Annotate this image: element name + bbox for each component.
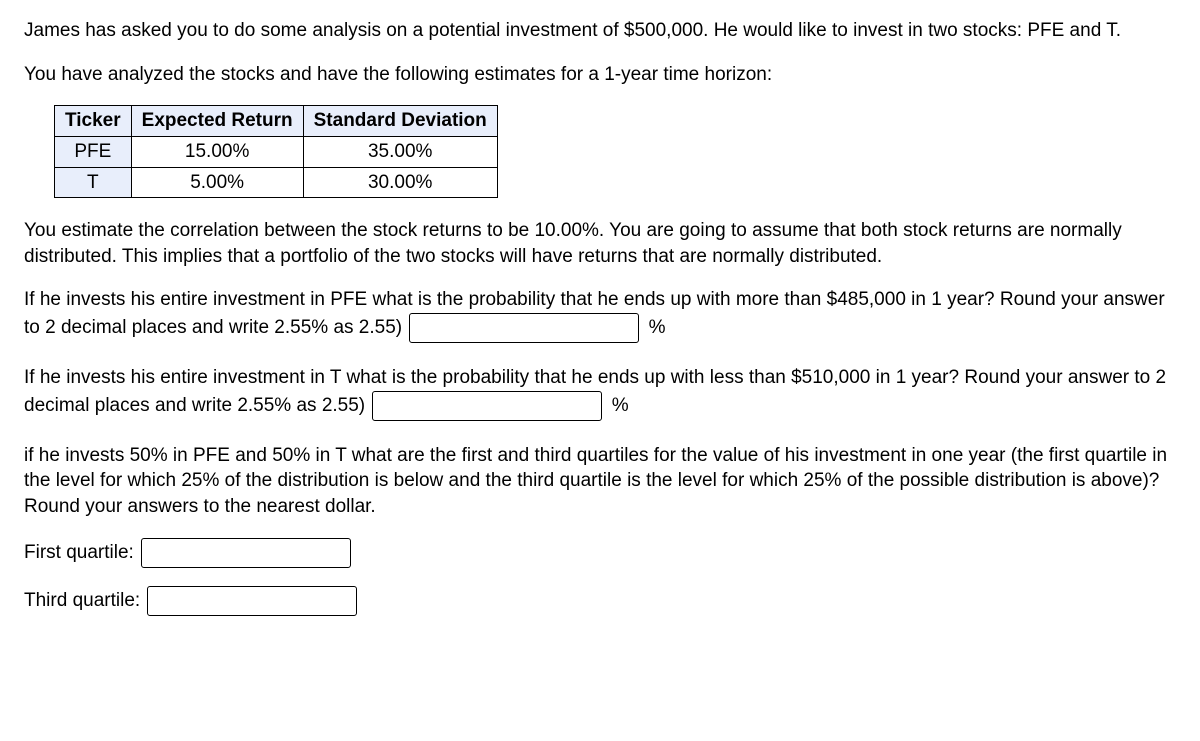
percent-suffix: % (612, 395, 629, 416)
cell-ticker: T (55, 167, 132, 198)
third-quartile-row: Third quartile: (24, 586, 1176, 616)
first-quartile-row: First quartile: (24, 538, 1176, 568)
col-ticker: Ticker (55, 106, 132, 137)
answer-input-first-quartile[interactable] (141, 538, 351, 568)
percent-suffix: % (649, 317, 666, 338)
cell-ticker: PFE (55, 136, 132, 167)
cell-er: 15.00% (131, 136, 303, 167)
answer-input-q1[interactable] (409, 313, 639, 343)
col-standard-deviation: Standard Deviation (303, 106, 497, 137)
stock-estimates-table: Ticker Expected Return Standard Deviatio… (54, 105, 498, 198)
cell-sd: 30.00% (303, 167, 497, 198)
third-quartile-label: Third quartile: (24, 590, 140, 611)
cell-er: 5.00% (131, 167, 303, 198)
correlation-paragraph: You estimate the correlation between the… (24, 218, 1176, 269)
answer-input-q2[interactable] (372, 391, 602, 421)
table-header-row: Ticker Expected Return Standard Deviatio… (55, 106, 498, 137)
answer-input-third-quartile[interactable] (147, 586, 357, 616)
intro-line-1: James has asked you to do some analysis … (24, 18, 1176, 44)
question-1: If he invests his entire investment in P… (24, 287, 1176, 343)
col-expected-return: Expected Return (131, 106, 303, 137)
first-quartile-label: First quartile: (24, 542, 134, 563)
cell-sd: 35.00% (303, 136, 497, 167)
table-row: PFE 15.00% 35.00% (55, 136, 498, 167)
question-2: If he invests his entire investment in T… (24, 365, 1176, 421)
intro-line-2: You have analyzed the stocks and have th… (24, 62, 1176, 88)
question-3-text: if he invests 50% in PFE and 50% in T wh… (24, 443, 1176, 520)
table-row: T 5.00% 30.00% (55, 167, 498, 198)
